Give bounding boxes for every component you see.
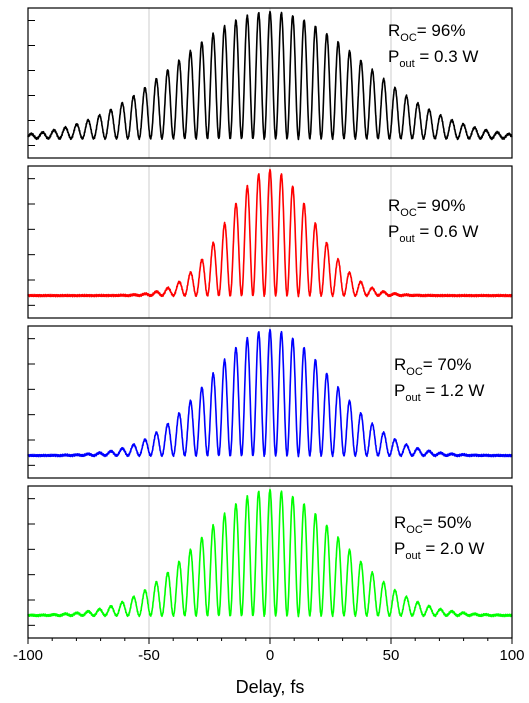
panel-frame	[27, 7, 513, 159]
annotation-pout: Pout = 0.3 W	[388, 47, 478, 70]
panel-1: ROC= 96% Pout = 0.3 W	[27, 7, 513, 159]
panel-2: ROC= 90% Pout = 0.6 W	[27, 165, 513, 319]
x-tick-label: 50	[383, 647, 400, 664]
trace-series-2	[27, 168, 513, 298]
panel-4: ROC= 50% Pout = 2.0 W	[27, 485, 513, 639]
annotation-pout: Pout = 0.6 W	[388, 222, 478, 245]
x-tick-label: 100	[499, 647, 524, 664]
x-axis: -100 -50 0 50 100	[13, 638, 525, 664]
x-tick-label: 0	[266, 647, 274, 664]
trace-series-1	[27, 10, 513, 141]
x-tick-label: -50	[138, 647, 160, 664]
trace-series-4	[27, 488, 513, 618]
annotation-roc: ROC= 90%	[388, 196, 465, 219]
annotation-roc: ROC= 50%	[394, 513, 471, 536]
x-axis-title: Delay, fs	[236, 677, 305, 697]
panel-3: ROC= 70% Pout = 1.2 W	[27, 325, 513, 479]
x-tick-label: -100	[13, 647, 43, 664]
panel-frame	[27, 325, 513, 479]
panel-frame	[27, 165, 513, 319]
annotation-roc: ROC= 96%	[388, 21, 465, 44]
trace-series-3	[27, 328, 513, 458]
annotation-pout: Pout = 2.0 W	[394, 539, 484, 562]
panels: ROC= 96% Pout = 0.3 W ROC= 90% Pout = 0.6 W…	[27, 7, 513, 639]
annotation-pout: Pout = 1.2 W	[394, 381, 484, 404]
annotation-roc: ROC= 70%	[394, 355, 471, 378]
